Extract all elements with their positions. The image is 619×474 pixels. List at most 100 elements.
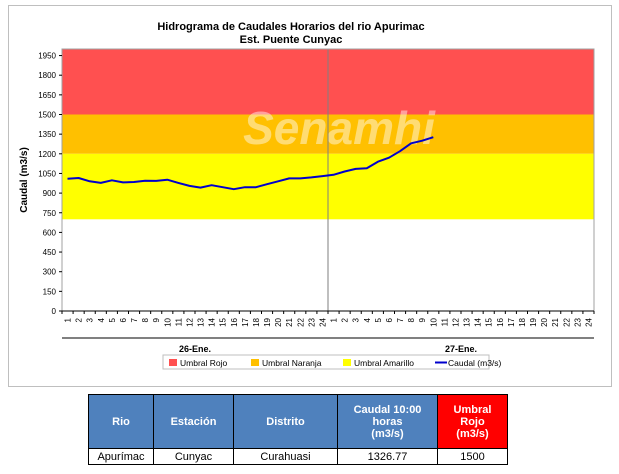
day-label: 27-Ene.: [445, 344, 477, 354]
x-tick-label: 7: [396, 317, 405, 322]
chart-frame: Hidrograma de Caudales Horarios del rio …: [8, 5, 612, 387]
y-tick-label: 300: [43, 268, 57, 277]
header-estacion: Estación: [153, 394, 234, 449]
header-caudal: Caudal 10:00 horas (m3/s): [337, 394, 438, 449]
legend-swatch: [169, 359, 177, 366]
x-tick-label: 6: [119, 317, 128, 322]
watermark-text: Senamhi: [243, 102, 436, 154]
header-caudal-line2: horas: [372, 415, 403, 428]
series-layer: [67, 136, 434, 191]
legend: Umbral Rojo Umbral Naranja Umbral Amarillo…: [162, 354, 502, 370]
y-tick-label: 1800: [38, 71, 56, 80]
x-tick-label: 13: [197, 317, 206, 326]
x-tick-label: 20: [540, 317, 549, 326]
header-rio: Rio: [88, 394, 154, 449]
x-tick-label: 17: [241, 317, 250, 326]
header-umbral-line2: Rojo: [460, 415, 485, 428]
x-tick-label: 5: [374, 317, 383, 322]
x-tick-label: 17: [507, 317, 516, 326]
x-tick-label: 16: [230, 317, 239, 326]
x-tick-label: 18: [252, 317, 261, 326]
header-distrito: Distrito: [233, 394, 338, 449]
legend-label: Umbral Naranja: [262, 358, 322, 368]
x-tick-label: 3: [86, 317, 95, 322]
y-tick-label: 1050: [38, 169, 56, 178]
header-umbral: Umbral Rojo (m3/s): [437, 394, 508, 449]
x-tick-label: 24: [318, 317, 327, 326]
legend-label: Caudal (m3/s): [448, 358, 502, 368]
x-tick-label: 10: [429, 317, 438, 326]
x-tick-label: 2: [341, 317, 350, 322]
x-tick-label: 23: [573, 317, 582, 326]
y-axis: 0 150 300 450 600 750 900 1050 1200 1350 1500 1650 1…: [38, 52, 62, 316]
x-tick-label: 19: [529, 317, 538, 326]
x-tick-label: 21: [551, 317, 560, 326]
x-tick-label: 16: [496, 317, 505, 326]
chart-subtitle: Est. Puente Cunyac: [240, 34, 343, 46]
x-tick-label: 4: [97, 317, 106, 322]
watermark: Senamhi: [243, 102, 436, 154]
x-tick-label: 7: [130, 317, 139, 322]
x-tick-label: 22: [562, 317, 571, 326]
legend-swatch: [343, 359, 351, 366]
x-tick-label: 10: [163, 317, 172, 326]
x-tick-label: 21: [285, 317, 294, 326]
x-tick-label: 13: [463, 317, 472, 326]
x-tick-label: 9: [418, 317, 427, 322]
y-tick-label: 1200: [38, 150, 56, 159]
table-header-row: Rio Estación Distrito Caudal 10:00 horas…: [88, 394, 508, 449]
y-tick-label: 1500: [38, 111, 56, 120]
cell-rio: Apurímac: [88, 448, 154, 465]
header-umbral-line3: (m3/s): [456, 427, 489, 440]
station-table: Rio Estación Distrito Caudal 10:00 horas…: [88, 394, 508, 465]
x-tick-label: 14: [474, 317, 483, 326]
x-tick-label: 24: [584, 317, 593, 326]
x-tick-label: 14: [208, 317, 217, 326]
y-tick-label: 1350: [38, 130, 56, 139]
legend-swatch: [251, 359, 259, 366]
y-tick-label: 0: [52, 307, 57, 316]
x-tick-label: 1: [330, 317, 339, 322]
y-axis-label: Caudal (m3/s): [19, 147, 30, 213]
x-tick-label: 8: [141, 317, 150, 322]
y-tick-label: 750: [43, 209, 57, 218]
x-axis: 1 2 3 4 5 6 7 8 9 10 11 12 13 14 15 16 17 18 19 20 21 22 23 24 1…: [61, 310, 595, 354]
header-umbral-line1: Umbral: [453, 403, 492, 416]
x-tick-label: 15: [219, 317, 228, 326]
x-tick-label: 6: [385, 317, 394, 322]
x-tick-label: 12: [451, 317, 460, 326]
cell-distrito: Curahuasi: [233, 448, 338, 465]
series-line-caudal: [67, 136, 434, 191]
x-tick-label: 11: [174, 317, 183, 326]
y-tick-label: 150: [43, 287, 57, 296]
x-tick-label: 22: [296, 317, 305, 326]
y-tick-label: 450: [43, 248, 57, 257]
day-label: 26-Ene.: [179, 344, 211, 354]
x-tick-label: 8: [407, 317, 416, 322]
y-tick-label: 900: [43, 189, 57, 198]
x-tick-label: 20: [274, 317, 283, 326]
cell-caudal: 1326.77: [337, 448, 438, 465]
x-tick-label: 9: [152, 317, 161, 322]
x-tick-label: 2: [75, 317, 84, 322]
legend-label: Umbral Amarillo: [354, 358, 414, 368]
header-caudal-line3: (m3/s): [371, 427, 404, 440]
chart-title: Hidrograma de Caudales Horarios del rio …: [157, 21, 424, 33]
x-tick-label: 5: [108, 317, 117, 322]
x-tick-label: 1: [64, 317, 73, 322]
y-tick-label: 1650: [38, 91, 56, 100]
hydrograph-chart: Hidrograma de Caudales Horarios del rio …: [19, 21, 595, 370]
x-tick-label: 3: [352, 317, 361, 322]
x-tick-label: 11: [440, 317, 449, 326]
cell-umbral: 1500: [437, 448, 508, 465]
y-tick-label: 1950: [38, 52, 56, 61]
x-tick-label: 23: [307, 317, 316, 326]
legend-label: Umbral Rojo: [180, 358, 228, 368]
y-tick-label: 600: [43, 228, 57, 237]
legend-box: [162, 354, 490, 370]
header-caudal-line1: Caudal 10:00: [353, 403, 422, 416]
cell-estacion: Cunyac: [153, 448, 234, 465]
x-tick-label: 19: [263, 317, 272, 326]
table-row: Apurímac Cunyac Curahuasi 1326.77 1500: [88, 448, 508, 465]
x-tick-label: 12: [185, 317, 194, 326]
